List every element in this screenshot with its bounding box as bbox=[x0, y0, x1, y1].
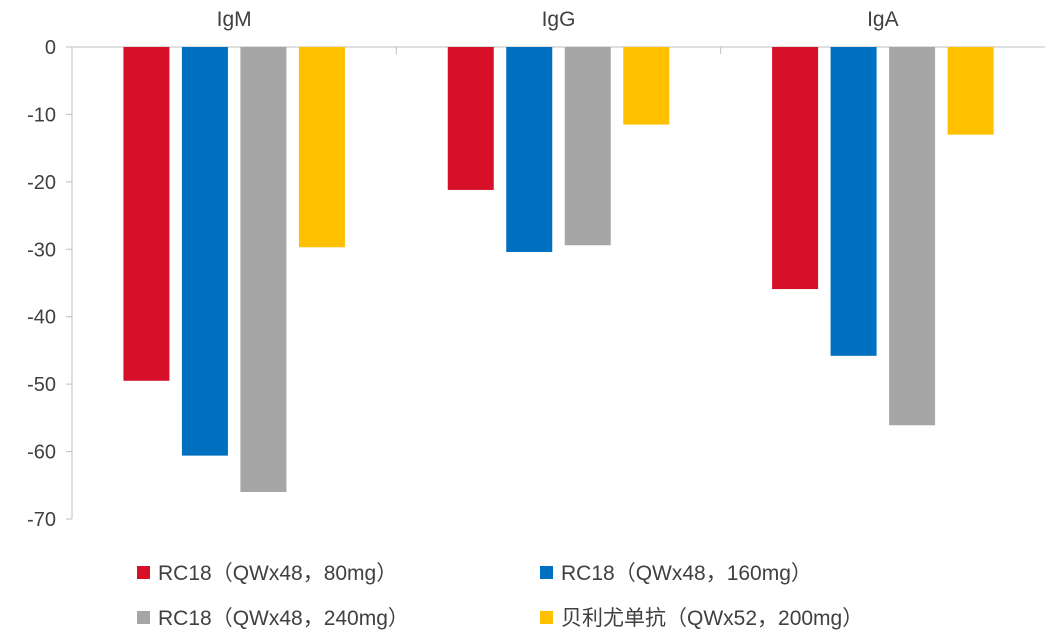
legend-label-2: RC18（QWx48，160mg） bbox=[561, 562, 812, 585]
legend-label-1: RC18（QWx48，80mg） bbox=[158, 562, 397, 585]
bar-igm-series-1 bbox=[123, 47, 170, 381]
bar-iga-series-4 bbox=[947, 47, 994, 135]
bar-igg-series-3 bbox=[564, 47, 611, 246]
bars bbox=[123, 47, 994, 493]
bar-igm-series-4 bbox=[298, 47, 345, 248]
category-label-igg: IgG bbox=[542, 8, 576, 31]
y-tick-label: -50 bbox=[27, 374, 56, 396]
y-tick-label: -60 bbox=[27, 442, 56, 464]
y-tick-label: -30 bbox=[27, 239, 56, 261]
legend-swatch-4 bbox=[540, 611, 553, 624]
category-label-igm: IgM bbox=[217, 8, 252, 31]
legend-swatch-3 bbox=[137, 611, 150, 624]
bar-igg-series-4 bbox=[623, 47, 670, 125]
legend-label-4: 贝利尤单抗（QWx52，200mg） bbox=[561, 607, 863, 630]
category-label-iga: IgA bbox=[867, 8, 899, 31]
bar-igm-series-2 bbox=[181, 47, 228, 456]
legend-swatch-2 bbox=[540, 566, 553, 579]
legend: RC18（QWx48，80mg） RC18（QWx48，160mg） RC18（QW… bbox=[137, 562, 863, 630]
bar-iga-series-2 bbox=[830, 47, 877, 356]
y-axis: 0 -10 -20 -30 -40 -50 -60 -70 bbox=[27, 37, 1045, 531]
y-tick-label: -20 bbox=[27, 172, 56, 194]
legend-label-3: RC18（QWx48，240mg） bbox=[158, 607, 409, 630]
bar-igm-series-3 bbox=[240, 47, 287, 493]
y-tick-label: -40 bbox=[27, 307, 56, 329]
y-tick-label: 0 bbox=[45, 37, 56, 59]
legend-swatch-1 bbox=[137, 566, 150, 579]
y-tick-label: -10 bbox=[27, 104, 56, 126]
category-labels: IgM IgG IgA bbox=[217, 8, 899, 31]
y-tick-label: -70 bbox=[27, 509, 56, 531]
bar-iga-series-1 bbox=[772, 47, 819, 290]
bar-iga-series-3 bbox=[889, 47, 936, 426]
bar-igg-series-2 bbox=[506, 47, 553, 252]
bar-igg-series-1 bbox=[447, 47, 494, 190]
